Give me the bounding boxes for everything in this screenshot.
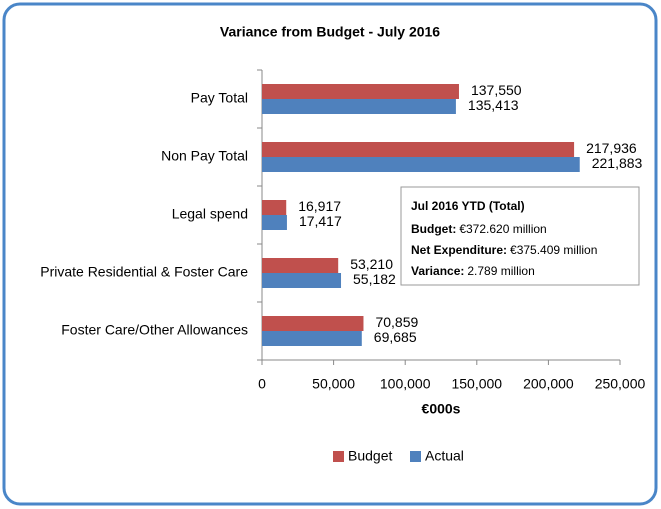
y-tick-label: Non Pay Total bbox=[161, 148, 248, 164]
y-tick-label: Pay Total bbox=[191, 90, 248, 106]
annotation-value: €372.620 million bbox=[459, 222, 546, 236]
annotation-title: Jul 2016 YTD (Total) bbox=[411, 199, 525, 213]
legend-label: Budget bbox=[348, 448, 392, 464]
x-tick-label: 100,000 bbox=[380, 376, 431, 392]
annotation-label: Variance: bbox=[411, 264, 464, 278]
bar bbox=[262, 316, 364, 331]
x-tick-label: 50,000 bbox=[312, 376, 355, 392]
annotation-line: Variance: 2.789 million bbox=[411, 264, 535, 278]
x-tick-label: 250,000 bbox=[595, 376, 646, 392]
data-label: 217,936 bbox=[586, 140, 637, 156]
bar bbox=[262, 157, 580, 172]
chart-title: Variance from Budget - July 2016 bbox=[220, 24, 440, 40]
bar bbox=[262, 331, 362, 346]
bar bbox=[262, 273, 342, 288]
data-label: 17,417 bbox=[299, 213, 342, 229]
annotation-box bbox=[400, 186, 640, 286]
x-tick-label: 200,000 bbox=[523, 376, 574, 392]
annotation-line: Net Expenditure: €375.409 million bbox=[411, 243, 597, 257]
data-label: 137,550 bbox=[471, 82, 522, 98]
data-label: 16,917 bbox=[298, 198, 341, 214]
data-label: 221,883 bbox=[592, 155, 643, 171]
annotation-label: Budget: bbox=[411, 222, 456, 236]
y-tick-label: Legal spend bbox=[172, 206, 248, 222]
data-label: 53,210 bbox=[350, 256, 393, 272]
y-tick-label: Private Residential & Foster Care bbox=[40, 264, 248, 280]
bar bbox=[262, 142, 575, 157]
annotation-label: Net Expenditure: bbox=[411, 243, 507, 257]
y-tick-label: Foster Care/Other Allowances bbox=[61, 322, 248, 338]
bar bbox=[262, 215, 287, 230]
annotation-value: €375.409 million bbox=[510, 243, 597, 257]
annotation-line: Budget: €372.620 million bbox=[411, 222, 547, 236]
legend-swatch bbox=[333, 451, 344, 462]
bar bbox=[262, 84, 459, 99]
data-label: 70,859 bbox=[375, 314, 418, 330]
x-tick-label: 0 bbox=[258, 376, 266, 392]
data-label: 69,685 bbox=[374, 329, 417, 345]
bar bbox=[262, 99, 456, 114]
bar bbox=[262, 200, 287, 215]
legend-swatch bbox=[410, 451, 421, 462]
x-axis-label: €000s bbox=[422, 401, 461, 417]
legend-label: Actual bbox=[425, 448, 464, 464]
annotation-value: 2.789 million bbox=[467, 264, 534, 278]
bar bbox=[262, 258, 339, 273]
x-tick-label: 150,000 bbox=[451, 376, 502, 392]
data-label: 135,413 bbox=[468, 97, 519, 113]
data-label: 55,182 bbox=[353, 271, 396, 287]
